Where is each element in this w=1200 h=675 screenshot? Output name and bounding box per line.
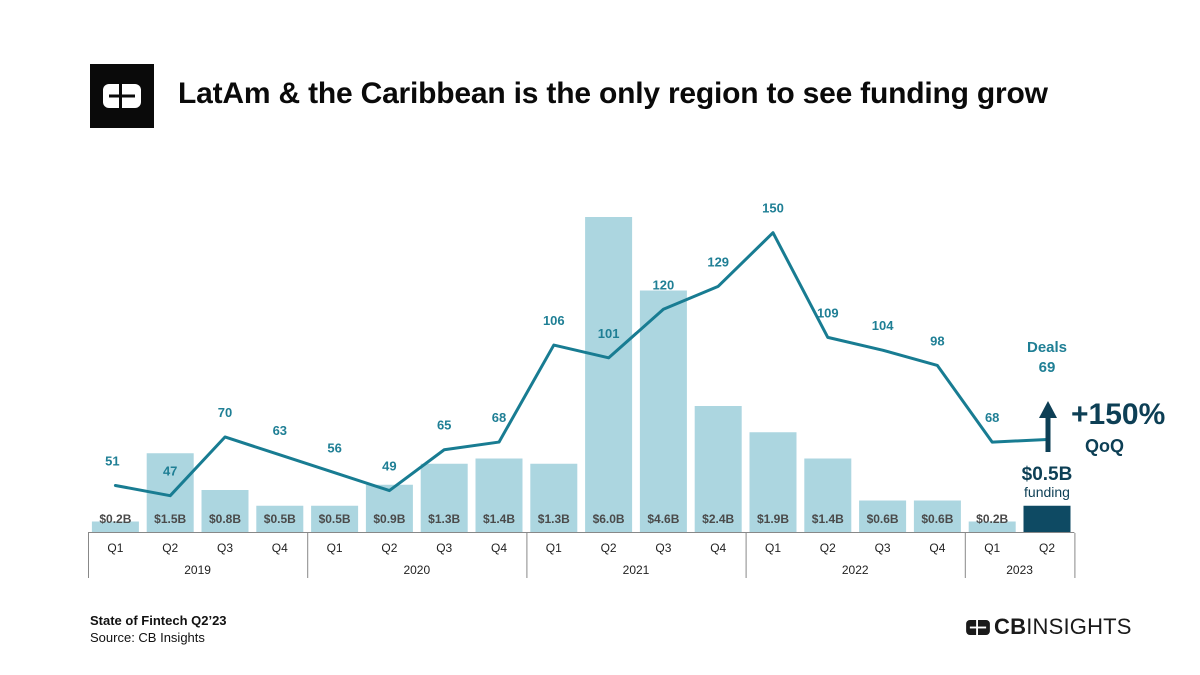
deal-value-label: 47 xyxy=(163,464,177,479)
x-tick-label: Q4 xyxy=(710,541,726,555)
deal-value-label: 106 xyxy=(543,313,565,328)
x-tick-label: Q1 xyxy=(546,541,562,555)
bar-value-label: $0.9B xyxy=(373,512,405,526)
year-label: 2023 xyxy=(1006,563,1033,577)
bar xyxy=(420,463,468,532)
deal-value-label: 49 xyxy=(382,459,396,474)
brand-insights: INSIGHTS xyxy=(1026,614,1132,639)
bar xyxy=(639,290,687,532)
bar-value-label: $0.6B xyxy=(867,512,899,526)
brand-cb: CB xyxy=(994,614,1027,639)
x-tick-label: Q2 xyxy=(601,541,617,555)
bar xyxy=(311,505,359,532)
deal-value-label: 150 xyxy=(762,201,784,216)
bar-value-label: $0.5B xyxy=(264,512,296,526)
bar-value-label: $1.3B xyxy=(428,512,460,526)
brand-wordmark: CBINSIGHTS xyxy=(994,616,1132,638)
year-label: 2020 xyxy=(403,563,430,577)
bar xyxy=(256,505,304,532)
source-note: Source: CB Insights xyxy=(90,630,205,645)
deal-value-label: 51 xyxy=(105,453,119,468)
funding-callout-label: funding xyxy=(1024,484,1070,500)
year-label: 2019 xyxy=(184,563,211,577)
chart-footer: State of Fintech Q2’23 Source: CB Insigh… xyxy=(90,612,227,646)
bar-value-label: $0.2B xyxy=(976,512,1008,526)
cb-logo-icon xyxy=(103,84,141,108)
cb-logo xyxy=(90,64,154,128)
bar-value-label: $1.5B xyxy=(154,512,186,526)
growth-percent: +150% xyxy=(1071,398,1165,431)
deal-value-label: 68 xyxy=(985,410,999,425)
growth-period: QoQ xyxy=(1085,436,1124,456)
x-tick-label: Q4 xyxy=(491,541,507,555)
year-label: 2022 xyxy=(842,563,869,577)
bar xyxy=(859,500,907,532)
x-tick-label: Q3 xyxy=(875,541,891,555)
x-tick-label: Q2 xyxy=(381,541,397,555)
deal-value-label: 98 xyxy=(930,333,944,348)
deal-value-label: 68 xyxy=(492,410,506,425)
bar xyxy=(804,458,852,532)
x-tick-label: Q2 xyxy=(1039,541,1055,555)
x-tick-label: Q3 xyxy=(217,541,233,555)
deal-value-label: 109 xyxy=(817,305,839,320)
x-tick-label: Q3 xyxy=(655,541,671,555)
last-deal-value: 69 xyxy=(1039,359,1056,376)
year-label: 2021 xyxy=(623,563,650,577)
deal-value-label: 63 xyxy=(273,423,287,438)
bar xyxy=(91,521,139,532)
x-tick-label: Q3 xyxy=(436,541,452,555)
growth-arrow-icon xyxy=(1039,401,1057,418)
bar xyxy=(968,521,1016,532)
bar-value-label: $1.3B xyxy=(538,512,570,526)
bar xyxy=(530,463,578,532)
report-name: State of Fintech Q2’23 xyxy=(90,613,227,628)
bar-value-label: $4.6B xyxy=(647,512,679,526)
bar-value-label: $0.8B xyxy=(209,512,241,526)
deal-value-label: 120 xyxy=(653,277,675,292)
bar-value-label: $6.0B xyxy=(593,512,625,526)
deal-value-label: 65 xyxy=(437,418,451,433)
x-tick-label: Q4 xyxy=(929,541,945,555)
cbinsights-logo-icon xyxy=(966,619,990,635)
x-tick-label: Q4 xyxy=(272,541,288,555)
deal-value-label: 56 xyxy=(327,441,341,456)
bar-value-label: $2.4B xyxy=(702,512,734,526)
deal-value-label: 101 xyxy=(598,326,620,341)
bar xyxy=(694,406,742,532)
page-title: LatAm & the Caribbean is the only region… xyxy=(178,77,1048,110)
deal-value-label: 104 xyxy=(872,318,894,333)
bar xyxy=(475,458,523,532)
growth-arrow-shaft xyxy=(1045,414,1051,452)
bar-value-label: $0.2B xyxy=(99,512,131,526)
bar xyxy=(913,500,961,532)
x-tick-label: Q1 xyxy=(984,541,1000,555)
x-tick-label: Q1 xyxy=(765,541,781,555)
deals-line xyxy=(113,231,1049,498)
bar-value-label: $0.6B xyxy=(921,512,953,526)
bar xyxy=(365,484,413,532)
bar-value-label: $1.4B xyxy=(812,512,844,526)
bar-highlight xyxy=(1023,505,1071,532)
bar-value-label: $1.9B xyxy=(757,512,789,526)
bar-value-label: $0.5B xyxy=(319,512,351,526)
bar xyxy=(749,432,797,532)
x-tick-label: Q1 xyxy=(107,541,123,555)
bar-value-label: $1.4B xyxy=(483,512,515,526)
funding-callout-value: $0.5B xyxy=(1022,464,1073,485)
bar xyxy=(201,490,249,532)
deal-value-label: 129 xyxy=(707,254,729,269)
deals-series-label: Deals xyxy=(1027,339,1067,356)
x-tick-label: Q2 xyxy=(162,541,178,555)
bar xyxy=(585,217,633,532)
cbinsights-brand: CBINSIGHTS xyxy=(966,616,1132,638)
x-tick-label: Q1 xyxy=(327,541,343,555)
deal-value-label: 70 xyxy=(218,405,232,420)
x-tick-label: Q2 xyxy=(820,541,836,555)
